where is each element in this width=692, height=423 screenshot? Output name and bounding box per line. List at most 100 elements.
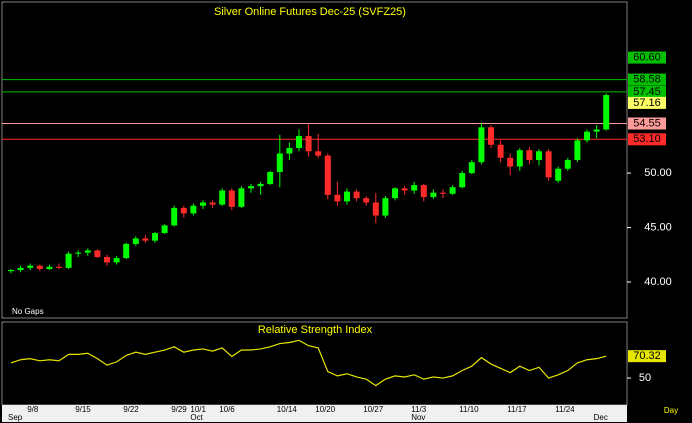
candle-body xyxy=(27,265,34,268)
candle-body xyxy=(46,266,53,269)
candle-body xyxy=(449,187,456,194)
candle-body xyxy=(344,191,350,202)
candle-body xyxy=(296,136,302,149)
candle-body xyxy=(440,192,446,194)
candle-body xyxy=(478,127,485,163)
x-tick-label: 10/14 xyxy=(277,405,298,414)
level-label-bg xyxy=(628,73,666,86)
level-label-bg xyxy=(628,117,666,130)
candle-body xyxy=(334,194,341,202)
candle-body xyxy=(200,202,206,206)
x-tick-label: 9/8 xyxy=(27,405,39,414)
candle-body xyxy=(36,265,43,269)
candle-body xyxy=(555,168,562,181)
candle-body xyxy=(267,171,274,184)
candle-body xyxy=(353,191,360,199)
candle-body xyxy=(180,207,187,214)
candle-body xyxy=(8,270,14,272)
candle-body xyxy=(526,150,533,160)
candle-body xyxy=(459,173,466,188)
candle-body xyxy=(75,252,82,254)
price-panel xyxy=(1,1,628,319)
candle-body xyxy=(84,250,91,253)
candle-body xyxy=(142,238,149,241)
candle-body xyxy=(152,233,158,241)
candle-body xyxy=(420,185,427,198)
candle-body xyxy=(516,150,523,167)
candle-body xyxy=(104,256,110,263)
last-value-label: 70.32 xyxy=(633,350,661,362)
level-label: 60.60 xyxy=(633,51,661,63)
level-label: 54.55 xyxy=(633,117,661,129)
candle-body xyxy=(593,129,600,132)
candle-body xyxy=(392,188,398,199)
candle-body xyxy=(574,140,581,160)
x-tick-label: 11/3 xyxy=(411,405,427,414)
last-value-bg xyxy=(628,350,666,363)
level-label: 53.10 xyxy=(633,133,661,145)
candle-body xyxy=(161,225,168,234)
candle-body xyxy=(584,131,590,141)
gaps-note: No Gaps xyxy=(12,307,44,316)
candle-body xyxy=(171,207,178,226)
candle-body xyxy=(536,151,542,160)
x-tick-label: 10/6 xyxy=(219,405,235,414)
x-month-label: Nov xyxy=(411,413,425,422)
x-tick-label: 9/29 xyxy=(171,405,187,414)
x-tick-label: 10/1 xyxy=(190,405,206,414)
candle-body xyxy=(315,151,322,156)
candle-body xyxy=(305,136,312,152)
y-tick-label: 40.00 xyxy=(644,276,672,288)
candle-body xyxy=(286,148,293,154)
candle-body xyxy=(564,160,571,169)
rsi-title: Relative Strength Index xyxy=(258,324,373,336)
chart-title: Silver Online Futures Dec-25 (SVFZ25) xyxy=(214,6,406,18)
candle-body xyxy=(276,153,283,172)
candle-body xyxy=(248,186,254,189)
candle-body xyxy=(94,250,101,257)
candle-body xyxy=(209,202,216,205)
candle-body xyxy=(257,183,264,187)
candle-body xyxy=(56,266,62,268)
level-label: 57.45 xyxy=(633,86,661,98)
y-tick-label: 45.00 xyxy=(644,221,672,233)
candle-body xyxy=(545,151,552,178)
x-tick-label: 9/15 xyxy=(75,405,91,414)
candle-body xyxy=(324,155,331,195)
x-tick-label: 9/22 xyxy=(123,405,139,414)
x-tick-label: 11/17 xyxy=(507,405,527,414)
candle-body xyxy=(411,185,418,191)
level-label: 57.16 xyxy=(633,97,661,109)
x-tick-label: 10/20 xyxy=(315,405,336,414)
level-label-bg xyxy=(628,133,666,146)
candle-body xyxy=(603,95,610,130)
candle-body xyxy=(17,267,24,271)
candle-body xyxy=(238,188,245,207)
candle-body xyxy=(132,238,139,244)
candle-body xyxy=(190,205,197,214)
x-month-label: Sep xyxy=(8,413,23,422)
candle-body xyxy=(65,253,72,268)
x-month-label: Dec xyxy=(594,413,608,422)
x-tick-label: 10/27 xyxy=(363,405,384,414)
x-tick-label: 11/10 xyxy=(459,405,479,414)
candle-body xyxy=(507,157,514,167)
x-month-label: Oct xyxy=(190,413,203,422)
candle-body xyxy=(401,188,408,191)
candle-body xyxy=(113,258,120,263)
y-tick-label: 50.00 xyxy=(644,167,672,179)
candle-body xyxy=(372,202,379,216)
candle-body xyxy=(228,190,235,207)
y-tick-label: 50 xyxy=(639,372,651,384)
candle-body xyxy=(219,190,226,205)
candle-body xyxy=(468,162,475,174)
candle-body xyxy=(430,192,437,198)
x-tick-label: 11/24 xyxy=(555,405,575,414)
level-label: 58.58 xyxy=(633,73,661,85)
candle-body xyxy=(123,243,130,259)
x-unit: Day xyxy=(664,406,678,415)
level-label-bg xyxy=(628,51,666,64)
